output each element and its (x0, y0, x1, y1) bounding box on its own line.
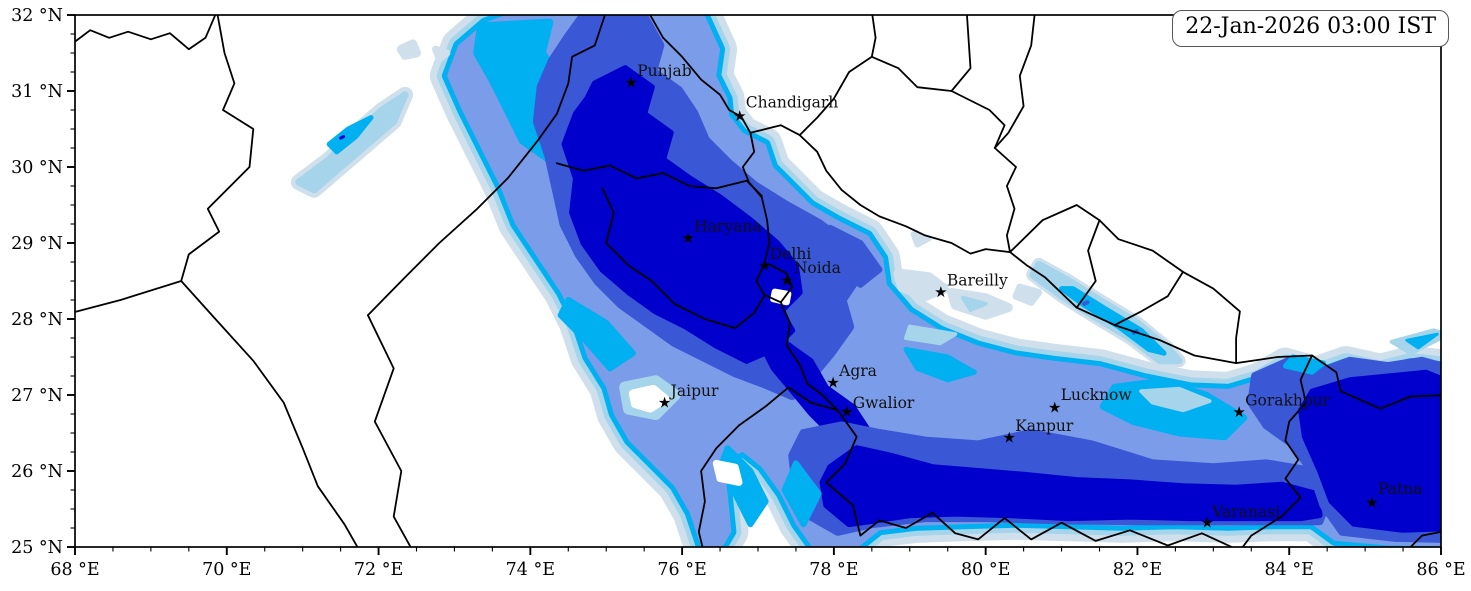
fog-contour-region (1282, 354, 1326, 375)
fog-contour-region (1405, 332, 1439, 350)
city-label: Haryana (694, 218, 761, 236)
state-boundary-line (697, 386, 839, 547)
boundary-lines (75, 15, 1441, 547)
axis-tick-labels: 68 °E 70 °E 72 °E 74 °E 76 °E 78 °E 80 °E 82 °E… (11, 6, 1466, 580)
state-boundary-line (75, 15, 217, 51)
state-boundary-line (75, 15, 255, 313)
city-marker-star: ★ (1232, 403, 1245, 421)
state-boundary-line (1241, 354, 1313, 547)
map-frame (74, 14, 1442, 548)
x-axis-tick-label: 82 °E (1113, 560, 1162, 580)
state-boundary-line (649, 15, 794, 304)
city-label: Chandigarh (746, 93, 839, 111)
city-label: Punjab (637, 62, 691, 80)
city-label: Bareilly (947, 272, 1008, 290)
fog-contour-region (1082, 300, 1090, 306)
fog-contour-region (1139, 386, 1212, 413)
city-marker-star: ★ (1048, 399, 1061, 417)
city-marker-star: ★ (733, 107, 746, 125)
state-boundary-line (1113, 271, 1184, 326)
state-boundary-line (601, 187, 765, 329)
state-boundary-line (367, 314, 412, 547)
x-axis-tick-label: 68 °E (50, 560, 99, 580)
city-label: Patna (1378, 480, 1422, 498)
y-axis-tick-label: 30 °N (11, 158, 63, 178)
state-boundary-line (798, 134, 1011, 255)
x-axis-tick-label: 78 °E (809, 560, 858, 580)
city-marker-star: ★ (1365, 494, 1378, 512)
state-boundary-line (779, 301, 839, 412)
fog-contour-region (339, 135, 346, 140)
state-boundary-line (180, 280, 359, 547)
city-label: Agra (838, 362, 877, 380)
state-boundary-line (870, 15, 972, 92)
state-boundary-line (1409, 530, 1441, 547)
fog-contour-region (1012, 283, 1043, 306)
city-label: Kanpur (1015, 417, 1074, 435)
city-marker-star: ★ (780, 272, 793, 290)
y-axis-tick-label: 32 °N (11, 6, 63, 26)
fog-contour-region (561, 65, 803, 364)
fog-contour-region (1298, 369, 1441, 533)
state-boundary-line (367, 15, 606, 317)
city-marker-star: ★ (1002, 428, 1015, 446)
fog-contour-layers (290, 15, 1441, 547)
fog-contour-region (815, 224, 883, 288)
city-marker-star: ★ (625, 73, 638, 91)
fog-contour-region (396, 39, 421, 60)
state-boundary-line (950, 90, 1017, 253)
city-label: Gorakhpur (1245, 392, 1331, 410)
fog-contour-region (904, 324, 958, 346)
city-markers: ★Punjab★Chandigarh★Haryana★Delhi★Noida★B… (625, 62, 1423, 532)
city-label: Noida (794, 259, 841, 277)
timestamp-text: 22-Jan-2026 03:00 IST (1185, 14, 1436, 39)
fog-contour-region (960, 295, 988, 312)
x-axis-tick-label: 72 °E (354, 560, 403, 580)
fog-contour-region (1059, 286, 1167, 356)
y-axis-tick-label: 29 °N (11, 234, 63, 254)
y-axis-tick-label: 25 °N (11, 538, 63, 558)
fog-contour-region (819, 445, 1323, 528)
x-axis-tick-label: 80 °E (961, 560, 1010, 580)
city-label: Delhi (770, 245, 812, 263)
city-label: Varanasi (1211, 503, 1280, 521)
fog-contour-region (326, 115, 374, 155)
fog-contour-region (893, 268, 949, 302)
fog-contour-region (781, 460, 822, 528)
state-boundary-line (1009, 204, 1241, 364)
fog-contour-region (712, 459, 743, 486)
x-axis-tick-label: 84 °E (1265, 560, 1314, 580)
city-marker-star: ★ (658, 393, 671, 411)
state-boundary-line (556, 162, 763, 197)
x-axis-tick-label: 76 °E (657, 560, 706, 580)
city-marker-star: ★ (840, 402, 853, 420)
city-label: Jaipur (669, 382, 719, 400)
y-axis-tick-label: 27 °N (11, 386, 63, 406)
state-boundary-line (1075, 219, 1101, 309)
y-axis-tick-label: 31 °N (11, 82, 63, 102)
city-marker-star: ★ (826, 374, 839, 392)
city-marker-star: ★ (1201, 513, 1214, 531)
fog-contour-region (628, 384, 670, 413)
fog-contour-region (903, 346, 977, 383)
fog-contour-region (557, 297, 636, 372)
city-marker-star: ★ (934, 283, 947, 301)
city-marker-star: ★ (681, 229, 694, 247)
city-label: Lucknow (1061, 386, 1133, 404)
timestamp-badge: 22-Jan-2026 03:00 IST (1172, 10, 1449, 47)
fog-contour-region (910, 230, 932, 248)
state-boundary-line (993, 15, 1036, 149)
y-axis-tick-label: 28 °N (11, 310, 63, 330)
state-boundary-line (749, 15, 877, 136)
x-axis-tick-label: 74 °E (506, 560, 555, 580)
x-axis-tick-label: 70 °E (202, 560, 251, 580)
y-axis-tick-label: 26 °N (11, 462, 63, 482)
x-axis-tick-label: 86 °E (1416, 560, 1465, 580)
fog-contour-region (432, 45, 451, 63)
city-marker-star: ★ (758, 257, 771, 275)
state-boundary-line (825, 409, 1234, 547)
city-label: Gwalior (853, 394, 915, 412)
